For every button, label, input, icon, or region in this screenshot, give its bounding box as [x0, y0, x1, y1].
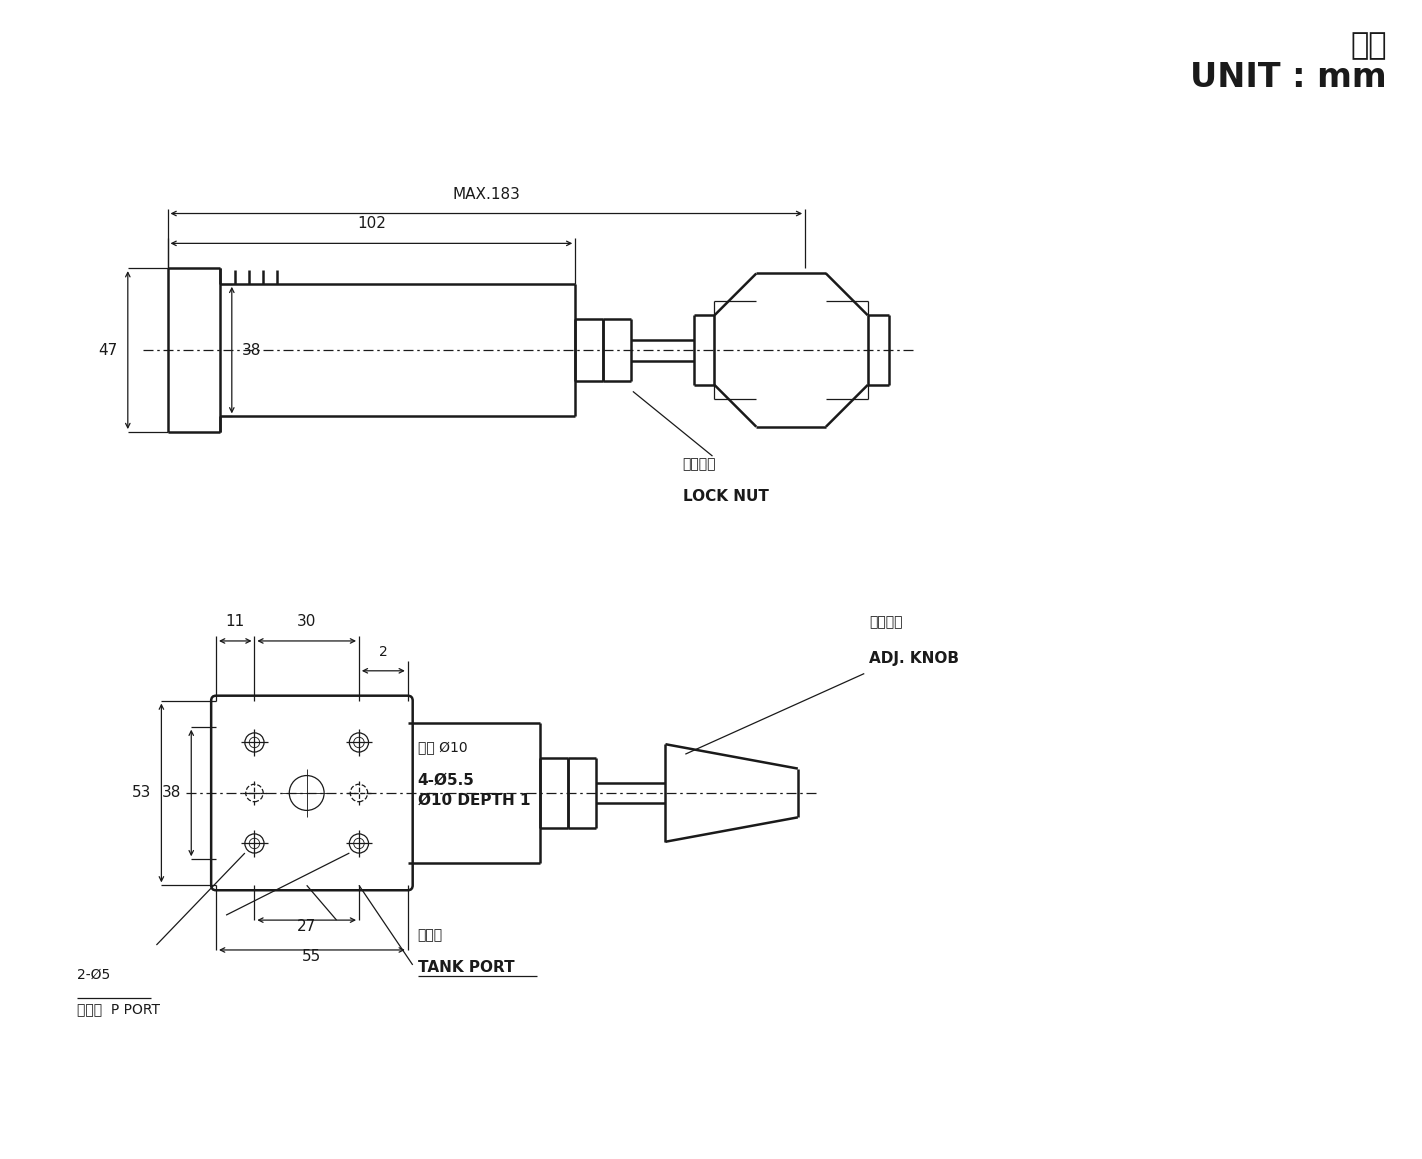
Text: 2-Ø5: 2-Ø5	[77, 968, 109, 982]
Text: 中心 Ø10: 中心 Ø10	[418, 741, 468, 756]
Text: 53: 53	[132, 786, 152, 801]
Text: TANK PORT: TANK PORT	[418, 960, 515, 975]
Text: 固定螺絲: 固定螺絲	[683, 457, 717, 471]
Text: Ø10 DEPTH 1: Ø10 DEPTH 1	[418, 793, 530, 808]
Text: MAX.183: MAX.183	[452, 187, 520, 202]
Text: 55: 55	[303, 949, 321, 964]
Text: 38: 38	[242, 343, 262, 358]
Text: 4-Ø5.5: 4-Ø5.5	[418, 773, 475, 788]
Text: ADJ. KNOB: ADJ. KNOB	[869, 650, 960, 665]
Text: 壓力孔  P PORT: 壓力孔 P PORT	[77, 1001, 159, 1015]
Text: LOCK NUT: LOCK NUT	[683, 489, 768, 504]
Text: 調節旋鈕: 調節旋鈕	[869, 614, 903, 629]
Text: 11: 11	[226, 614, 245, 629]
Text: 回油孔: 回油孔	[418, 928, 442, 942]
Text: 27: 27	[297, 919, 316, 934]
Text: 2: 2	[378, 644, 388, 658]
Text: 38: 38	[162, 786, 181, 801]
Text: 單位: 單位	[1351, 31, 1386, 60]
Text: 102: 102	[357, 217, 385, 232]
Text: 47: 47	[98, 343, 118, 358]
Text: 30: 30	[297, 614, 316, 629]
Text: UNIT : mm: UNIT : mm	[1190, 61, 1386, 95]
